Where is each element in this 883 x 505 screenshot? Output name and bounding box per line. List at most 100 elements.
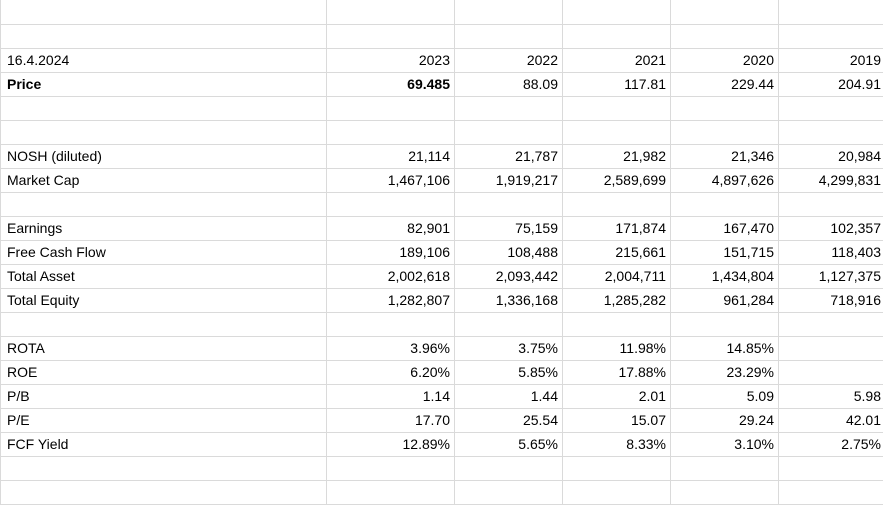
row-label-total-equity[interactable]: Total Equity xyxy=(7,292,80,308)
gridline xyxy=(0,96,883,97)
fcf-yield-cell[interactable]: 5.65% xyxy=(518,436,558,452)
gridline xyxy=(454,0,455,505)
gridline xyxy=(0,24,883,25)
earnings-cell[interactable]: 167,470 xyxy=(723,220,774,236)
year-header-cell[interactable]: 2019 xyxy=(849,52,881,68)
rota-cell[interactable]: 11.98% xyxy=(619,340,666,356)
roe-cell[interactable]: 6.20% xyxy=(410,364,450,380)
gridline xyxy=(0,120,883,121)
price-cell[interactable]: 229.44 xyxy=(731,76,774,92)
year-header-cell[interactable]: 2021 xyxy=(634,52,666,68)
row-label-earnings[interactable]: Earnings xyxy=(7,220,63,236)
row-label-nosh[interactable]: NOSH (diluted) xyxy=(7,148,102,164)
pe-cell[interactable]: 17.70 xyxy=(414,412,450,428)
earnings-cell[interactable]: 102,357 xyxy=(830,220,881,236)
gridline xyxy=(778,0,779,505)
row-label-pb[interactable]: P/B xyxy=(7,388,30,404)
pe-cell[interactable]: 29.24 xyxy=(738,412,774,428)
nosh-cell[interactable]: 21,787 xyxy=(515,148,558,164)
pe-cell[interactable]: 15.07 xyxy=(630,412,666,428)
fcf-yield-cell[interactable]: 8.33% xyxy=(626,436,666,452)
nosh-cell[interactable]: 21,114 xyxy=(408,148,450,164)
gridline xyxy=(0,360,883,361)
pb-cell[interactable]: 5.09 xyxy=(746,388,774,404)
row-label-pe[interactable]: P/E xyxy=(7,412,30,428)
date-cell[interactable]: 16.4.2024 xyxy=(7,52,70,68)
row-label-price[interactable]: Price xyxy=(7,76,42,92)
rota-cell[interactable]: 14.85% xyxy=(726,340,774,356)
row-label-market-cap[interactable]: Market Cap xyxy=(7,172,80,188)
pb-cell[interactable]: 2.01 xyxy=(638,388,666,404)
year-header-cell[interactable]: 2023 xyxy=(418,52,450,68)
gridline xyxy=(0,192,883,193)
market-cap-cell[interactable]: 4,897,626 xyxy=(711,172,774,188)
nosh-cell[interactable]: 20,984 xyxy=(838,148,881,164)
gridline xyxy=(0,216,883,217)
total-asset-cell[interactable]: 1,434,804 xyxy=(711,268,774,284)
gridline xyxy=(0,240,883,241)
nosh-cell[interactable]: 21,346 xyxy=(731,148,774,164)
gridline xyxy=(562,0,563,505)
row-label-roe[interactable]: ROE xyxy=(7,364,38,380)
gridline xyxy=(0,480,883,481)
row-label-free-cash-flow[interactable]: Free Cash Flow xyxy=(7,244,106,260)
price-cell[interactable]: 69.485 xyxy=(407,76,450,92)
total-asset-cell[interactable]: 1,127,375 xyxy=(818,268,881,284)
fcf-yield-cell[interactable]: 12.89% xyxy=(402,436,450,452)
gridline xyxy=(0,48,883,49)
gridline xyxy=(0,144,883,145)
roe-cell[interactable]: 23.29% xyxy=(726,364,774,380)
roe-cell[interactable]: 17.88% xyxy=(618,364,666,380)
gridline xyxy=(0,0,1,505)
total-equity-cell[interactable]: 1,282,807 xyxy=(387,292,450,308)
roe-cell[interactable]: 5.85% xyxy=(518,364,558,380)
market-cap-cell[interactable]: 4,299,831 xyxy=(818,172,881,188)
gridline xyxy=(0,408,883,409)
market-cap-cell[interactable]: 1,919,217 xyxy=(495,172,558,188)
gridline xyxy=(0,168,883,169)
total-asset-cell[interactable]: 2,004,711 xyxy=(604,268,666,284)
rota-cell[interactable]: 3.96% xyxy=(410,340,450,356)
pb-cell[interactable]: 1.44 xyxy=(530,388,558,404)
fcf-cell[interactable]: 189,106 xyxy=(399,244,450,260)
market-cap-cell[interactable]: 2,589,699 xyxy=(603,172,666,188)
fcf-cell[interactable]: 151,715 xyxy=(723,244,774,260)
market-cap-cell[interactable]: 1,467,106 xyxy=(387,172,450,188)
fcf-cell[interactable]: 215,661 xyxy=(615,244,666,260)
pb-cell[interactable]: 5.98 xyxy=(853,388,881,404)
rota-cell[interactable]: 3.75% xyxy=(518,340,558,356)
earnings-cell[interactable]: 82,901 xyxy=(407,220,450,236)
row-label-rota[interactable]: ROTA xyxy=(7,340,45,356)
total-asset-cell[interactable]: 2,093,442 xyxy=(495,268,558,284)
pb-cell[interactable]: 1.14 xyxy=(422,388,450,404)
earnings-cell[interactable]: 171,874 xyxy=(615,220,666,236)
earnings-cell[interactable]: 75,159 xyxy=(515,220,558,236)
fcf-yield-cell[interactable]: 2.75% xyxy=(841,436,881,452)
total-equity-cell[interactable]: 1,285,282 xyxy=(603,292,666,308)
rota-cell[interactable] xyxy=(778,337,881,360)
row-label-fcf-yield[interactable]: FCF Yield xyxy=(7,436,69,452)
pe-cell[interactable]: 42.01 xyxy=(845,412,881,428)
year-header-cell[interactable]: 2020 xyxy=(742,52,774,68)
fcf-cell[interactable]: 118,403 xyxy=(831,244,881,260)
gridline xyxy=(0,456,883,457)
total-equity-cell[interactable]: 961,284 xyxy=(723,292,774,308)
gridline xyxy=(0,264,883,265)
roe-cell[interactable] xyxy=(778,361,881,384)
pe-cell[interactable]: 25.54 xyxy=(522,412,558,428)
year-header-cell[interactable]: 2022 xyxy=(526,52,558,68)
fcf-yield-cell[interactable]: 3.10% xyxy=(734,436,774,452)
price-cell[interactable]: 204.91 xyxy=(838,76,881,92)
gridline xyxy=(0,336,883,337)
price-cell[interactable]: 88.09 xyxy=(522,76,558,92)
price-cell[interactable]: 117.81 xyxy=(624,76,666,92)
total-equity-cell[interactable]: 718,916 xyxy=(830,292,881,308)
gridline xyxy=(326,0,327,505)
row-label-total-asset[interactable]: Total Asset xyxy=(7,268,75,284)
gridline xyxy=(0,72,883,73)
fcf-cell[interactable]: 108,488 xyxy=(507,244,558,260)
nosh-cell[interactable]: 21,982 xyxy=(623,148,666,164)
total-asset-cell[interactable]: 2,002,618 xyxy=(387,268,450,284)
total-equity-cell[interactable]: 1,336,168 xyxy=(495,292,558,308)
